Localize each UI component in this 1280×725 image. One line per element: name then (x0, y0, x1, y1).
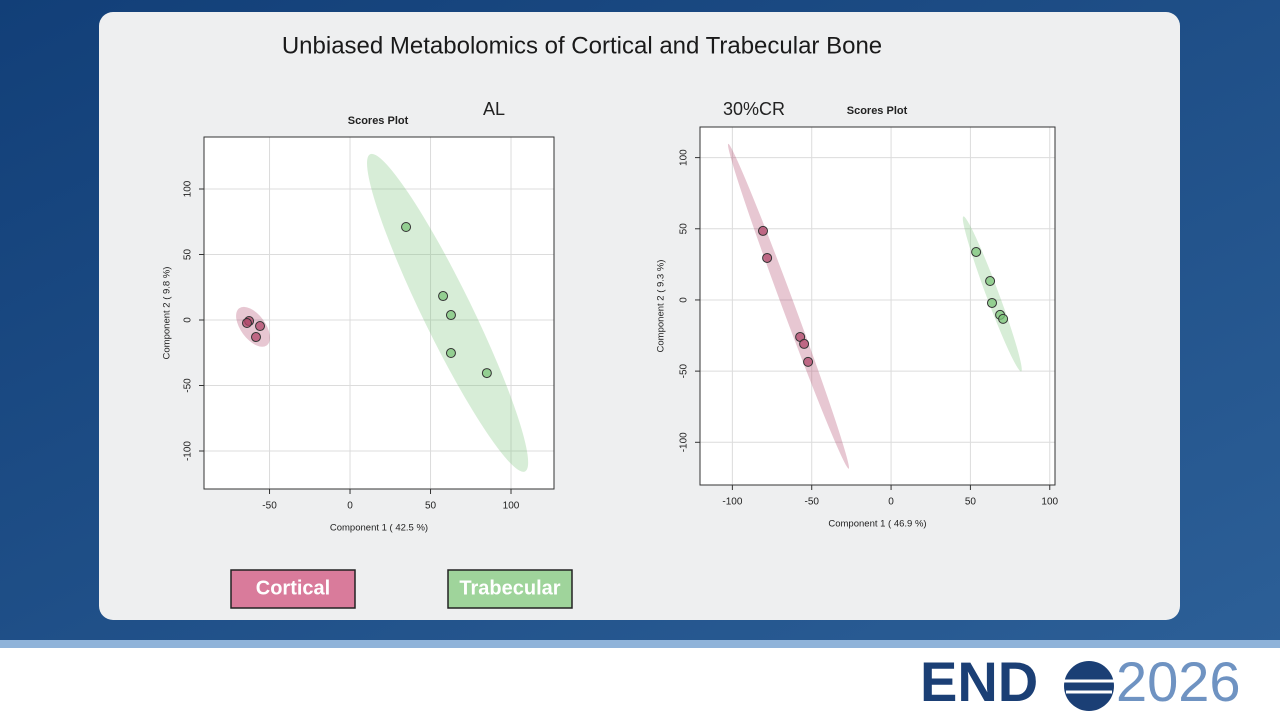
x-tick-label: 50 (965, 497, 977, 508)
x-tick-label: 100 (503, 501, 520, 512)
confidence-ellipse (727, 143, 850, 469)
point (986, 297, 997, 308)
point (971, 246, 982, 257)
x-tick-label: 50 (425, 501, 437, 512)
y-tick-label: 100 (183, 180, 194, 197)
point (758, 225, 769, 236)
x-tick-label: 100 (1041, 497, 1058, 508)
legend-box (447, 569, 573, 609)
point (401, 221, 412, 232)
legend-label: Trabecular (459, 577, 560, 599)
confidence-ellipse (236, 306, 270, 347)
y-tick-label: 50 (679, 223, 690, 235)
x-tick-label: -50 (262, 501, 277, 512)
y-tick-label: 100 (679, 149, 690, 166)
chart-title: Scores Plot (348, 115, 409, 127)
point (803, 356, 814, 367)
plot-frame (699, 126, 1056, 486)
logo-text: END (920, 650, 1038, 713)
y-tick-label: 0 (679, 297, 690, 303)
legend-box (230, 569, 356, 609)
point (799, 338, 810, 349)
point (998, 313, 1009, 324)
point (241, 318, 252, 329)
point (445, 348, 456, 359)
panel-label: AL (483, 99, 505, 119)
y-tick-label: -100 (679, 432, 690, 452)
y-axis-title: Component 2 ( 9.3 %) (656, 260, 667, 353)
panel-label: 30%CR (723, 99, 785, 119)
point (481, 368, 492, 379)
logo-globe-lines (1064, 679, 1114, 694)
x-tick-label: -50 (804, 497, 819, 508)
stripe (0, 640, 1280, 648)
y-tick-label: 0 (183, 317, 194, 323)
x-axis-title: Component 1 ( 42.5 %) (330, 523, 428, 534)
point (255, 321, 266, 332)
logo-text: 2026 (1116, 650, 1241, 713)
point (445, 310, 456, 321)
slide-title: Unbiased Metabolomics of Cortical and Tr… (282, 32, 882, 59)
point (985, 276, 996, 287)
plot-area (204, 137, 554, 489)
y-tick-label: -50 (679, 363, 690, 378)
point (438, 291, 449, 302)
x-tick-label: 0 (888, 497, 894, 508)
y-tick-label: -50 (183, 378, 194, 393)
y-tick-label: 50 (183, 249, 194, 261)
plot-frame (203, 136, 555, 490)
legend-label: Cortical (256, 577, 330, 599)
y-axis-title: Component 2 ( 9.8 %) (162, 267, 173, 360)
x-tick-label: 0 (347, 501, 353, 512)
chart-title: Scores Plot (847, 105, 908, 117)
x-axis-title: Component 1 ( 46.9 %) (828, 519, 926, 530)
point (251, 332, 262, 343)
logo-globe (1064, 661, 1114, 711)
x-tick-label: -100 (722, 497, 742, 508)
point (762, 252, 773, 263)
y-tick-label: -100 (183, 441, 194, 461)
